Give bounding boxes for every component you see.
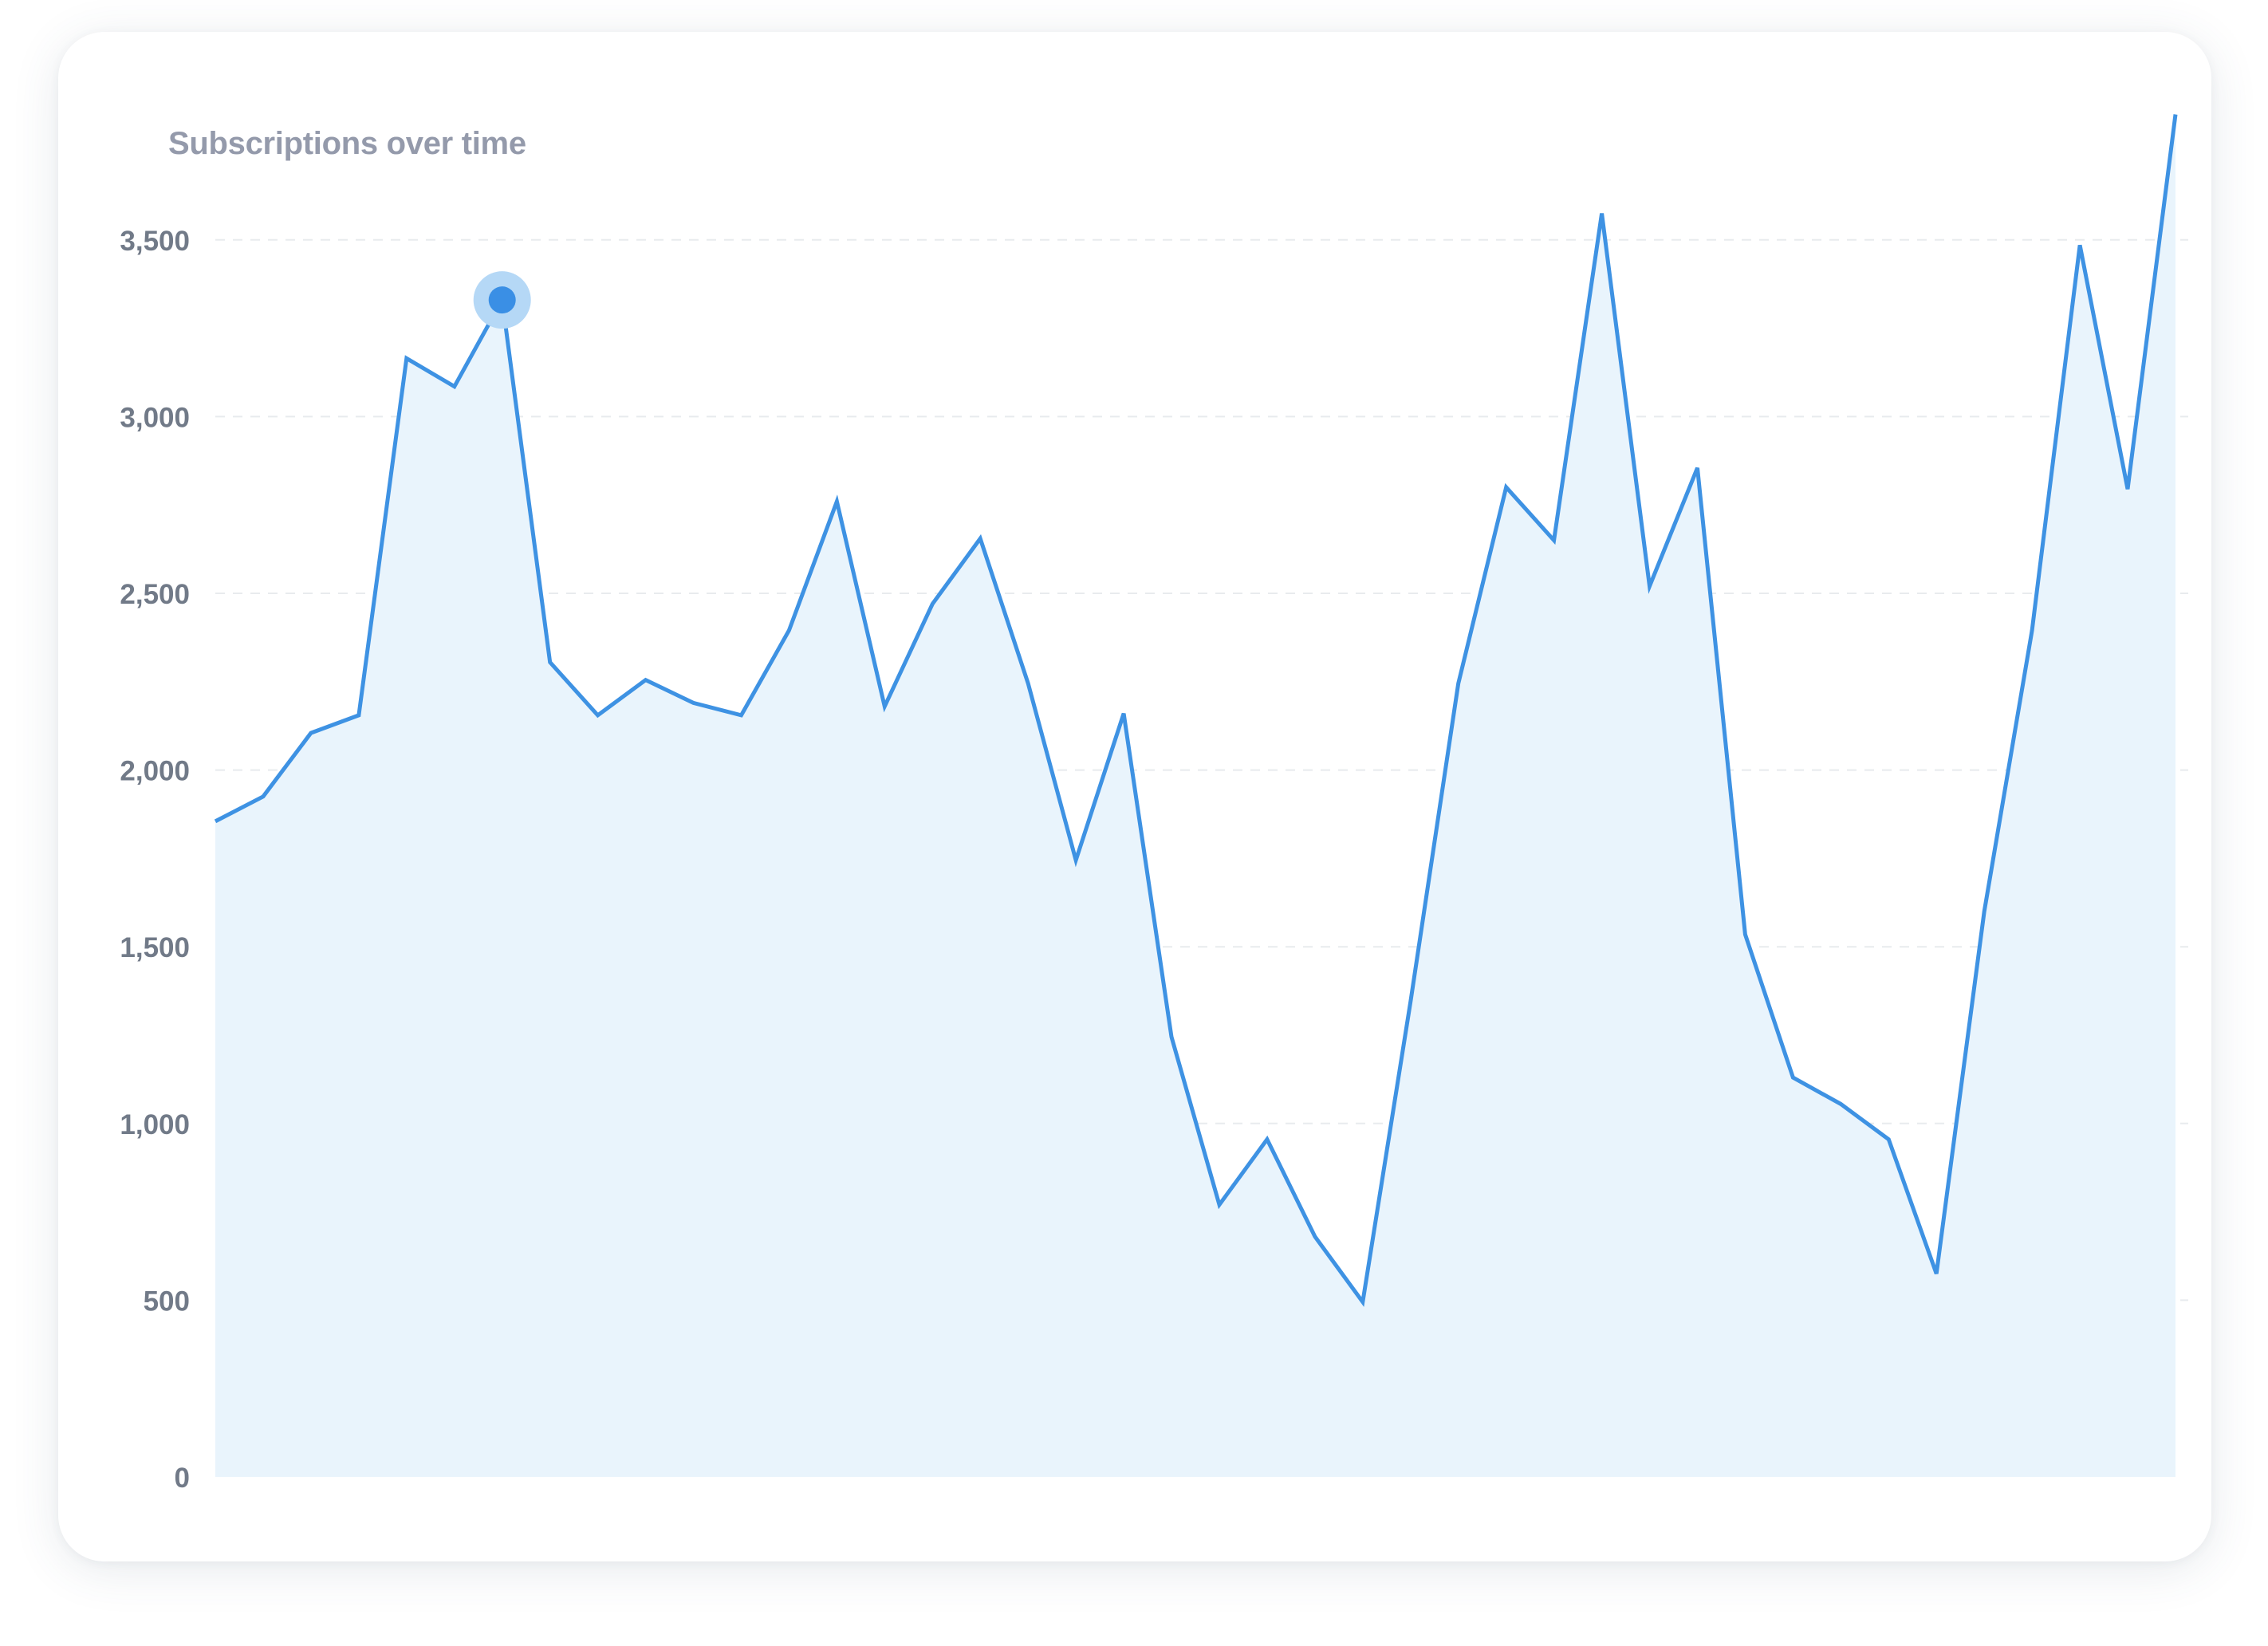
series-area — [215, 114, 2175, 1477]
data-point[interactable] — [686, 695, 702, 711]
line-layer — [214, 114, 2178, 1307]
data-point[interactable] — [1403, 994, 1419, 1010]
data-point[interactable] — [1880, 1132, 1896, 1148]
data-point[interactable] — [1976, 904, 1992, 919]
data-point[interactable] — [303, 725, 319, 741]
y-tick-label: 3,500 — [120, 226, 190, 257]
data-point[interactable] — [1833, 1096, 1849, 1112]
data-point[interactable] — [1546, 533, 1562, 549]
data-point[interactable] — [207, 813, 223, 829]
data-point[interactable] — [351, 707, 367, 723]
y-tick-label: 2,000 — [120, 756, 190, 787]
data-point[interactable] — [1020, 675, 1036, 691]
y-tick-label: 500 — [144, 1286, 190, 1317]
highlight-layer[interactable] — [207, 106, 2183, 1309]
data-point[interactable] — [542, 654, 558, 670]
series-line — [214, 114, 2178, 1307]
data-point[interactable] — [876, 699, 892, 715]
data-point[interactable] — [2168, 106, 2183, 122]
data-point[interactable] — [781, 623, 797, 639]
data-point[interactable] — [1737, 927, 1753, 943]
data-point[interactable] — [1259, 1132, 1275, 1148]
highlight-point[interactable] — [488, 286, 516, 314]
data-point[interactable] — [1594, 206, 1610, 222]
data-point[interactable] — [1307, 1229, 1323, 1245]
data-point[interactable] — [1211, 1197, 1227, 1213]
data-point[interactable] — [590, 707, 606, 723]
data-point[interactable] — [1785, 1069, 1801, 1085]
data-point[interactable] — [1116, 706, 1132, 722]
y-tick-label: 1,500 — [120, 932, 190, 963]
data-point[interactable] — [1498, 479, 1514, 495]
y-tick-label: 1,000 — [120, 1109, 190, 1140]
data-point[interactable] — [972, 530, 988, 546]
area-fill-layer — [215, 114, 2175, 1477]
y-tick-label: 2,500 — [120, 579, 190, 610]
data-point[interactable] — [1451, 675, 1467, 691]
data-point[interactable] — [1642, 578, 1658, 594]
data-point[interactable] — [1355, 1294, 1371, 1310]
y-tick-label: 3,000 — [120, 402, 190, 433]
data-point[interactable] — [638, 672, 654, 688]
data-point[interactable] — [399, 350, 415, 366]
data-point[interactable] — [829, 494, 845, 510]
data-point[interactable] — [1164, 1029, 1179, 1045]
data-point[interactable] — [1689, 460, 1705, 476]
data-point[interactable] — [2072, 237, 2088, 253]
data-point[interactable] — [733, 707, 749, 723]
data-point[interactable] — [1928, 1266, 1944, 1282]
data-point[interactable] — [2024, 623, 2040, 639]
data-point[interactable] — [1068, 853, 1084, 868]
chart-title: Subscriptions over time — [168, 126, 526, 161]
data-point[interactable] — [924, 596, 940, 612]
data-point[interactable] — [2120, 481, 2136, 497]
data-point[interactable] — [255, 789, 271, 805]
data-point[interactable] — [447, 379, 463, 395]
y-tick-label: 0 — [175, 1463, 190, 1494]
y-axis-ticks: 0 500 1,000 1,500 2,000 2,500 3,000 3,500 — [120, 226, 190, 1494]
